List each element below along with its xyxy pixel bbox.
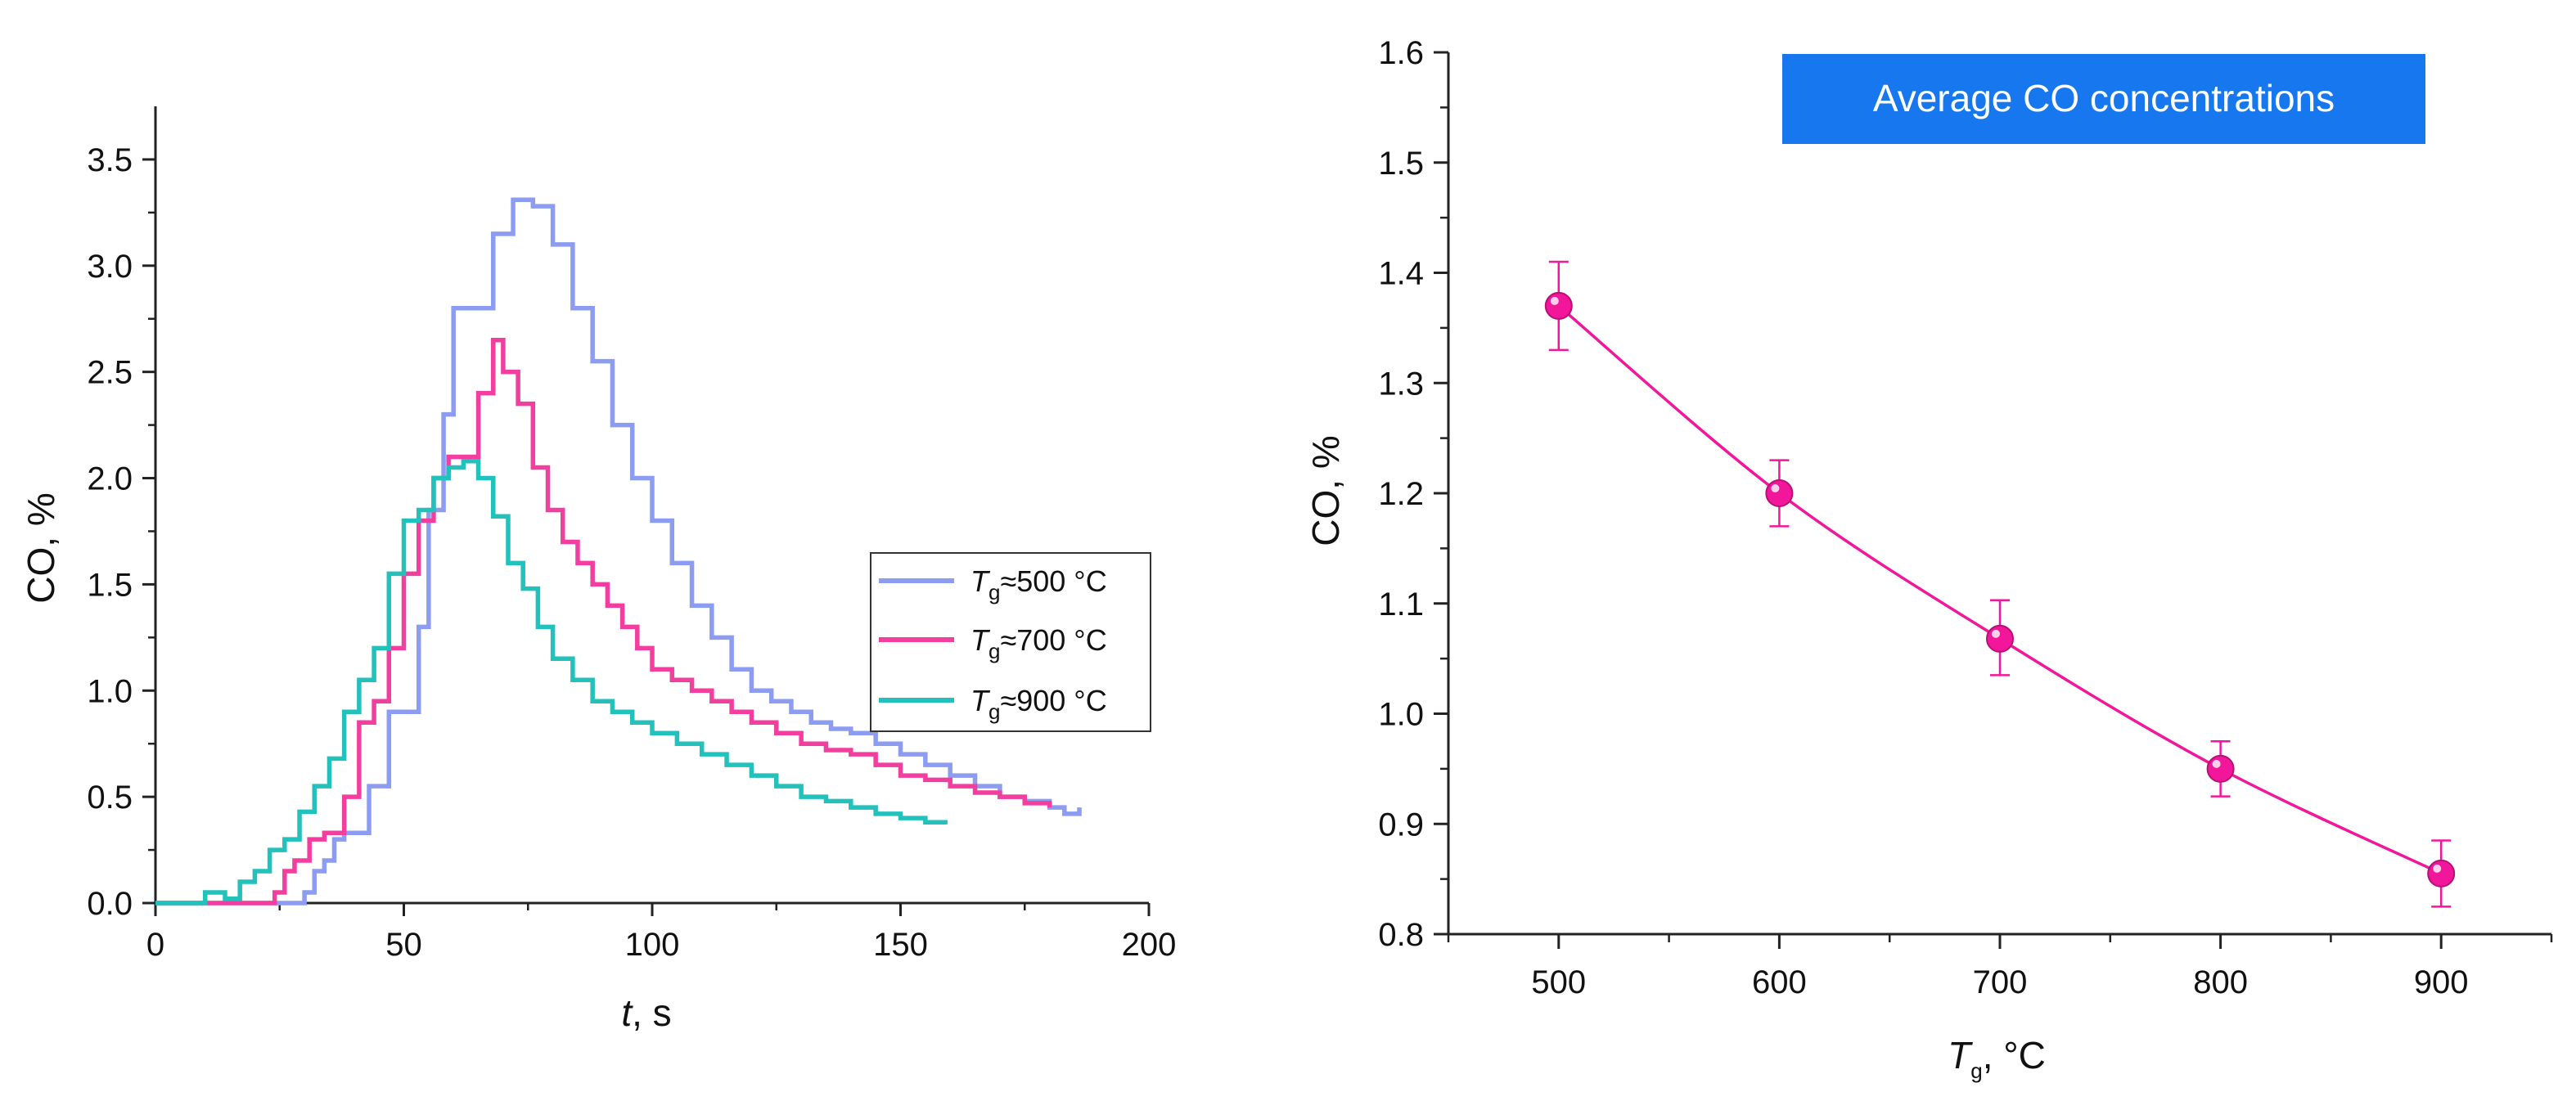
right-y-tick-label: 1.1 [1378,586,1424,622]
co-time-chart: 0 50 100 150 200 0.0 0.5 1.0 1.5 2.0 2.5 3.0 3.5 CO,… [20,106,1176,1034]
legend-var-500: T [971,564,991,598]
average-co-title-box [1782,54,2425,144]
left-x-axis-unit: , s [632,991,672,1034]
data-point-highlight-800 [2212,759,2221,768]
right-x-axis-sub: g [1970,1058,1982,1083]
left-x-tick-label: 200 [1122,927,1177,963]
left-x-axis-label: t, s [621,991,671,1034]
right-y-tick-label: 1.4 [1378,256,1424,292]
legend-sub-500: g [989,580,1000,604]
legend-label-900: Tg≈900 °C [971,684,1107,724]
left-x-tick-label: 50 [385,927,422,963]
right-y-tick-label: 1.3 [1378,366,1424,402]
legend-rest-700: ≈700 °C [1000,623,1106,657]
right-x-axis-unit: , °C [1983,1034,2046,1076]
legend-rest-900: ≈900 °C [1000,684,1106,717]
legend-sub-900: g [989,699,1000,724]
right-x-tick-label: 500 [1531,964,1586,1000]
series-line-500-c [155,197,1082,906]
legend-var-900: T [971,684,991,717]
right-x-tick-label: 600 [1752,964,1807,1000]
left-y-tick-label: 2.0 [87,461,133,497]
right-x-tick-label: 700 [1973,964,2028,1000]
right-x-axis-label: Tg, °C [1948,1034,2046,1083]
left-y-tick-label: 0.0 [87,886,133,922]
legend-label-500: Tg≈500 °C [971,564,1107,604]
data-point-highlight-900 [2433,864,2442,873]
data-point-800 [2206,754,2235,783]
data-point-highlight-600 [1771,484,1780,492]
right-series-group [1544,260,2456,908]
left-y-tick-label: 0.5 [87,780,133,816]
fit-curve [1557,304,2442,875]
data-point-500 [1544,291,1573,320]
left-x-tick-label: 0 [146,927,164,963]
left-y-tick-label: 1.0 [87,673,133,709]
data-point-700 [1986,624,2014,653]
right-y-axis-label: CO, % [1304,435,1347,546]
series-line-900-c [155,459,948,906]
right-y-tick-label: 1.5 [1378,146,1424,182]
right-y-tick-label: 0.8 [1378,917,1424,953]
left-y-tick-label: 2.5 [87,355,133,391]
left-axes [142,106,1151,916]
legend-var-700: T [971,623,991,657]
series-line-700-c [155,337,1052,906]
left-y-axis-label: CO, % [20,492,62,603]
right-y-tick-label: 1.2 [1378,476,1424,512]
legend-label-700: Tg≈700 °C [971,623,1107,663]
data-point-highlight-700 [1992,629,2000,638]
left-x-tick-label: 100 [625,927,680,963]
left-series-group [155,197,1082,906]
right-x-tick-label: 900 [2414,964,2469,1000]
left-y-tick-label: 3.0 [87,249,133,285]
right-y-tick-label: 1.6 [1378,35,1424,71]
data-point-highlight-500 [1550,296,1559,305]
legend-rest-500: ≈500 °C [1000,564,1106,598]
right-y-tick-label: 1.0 [1378,697,1424,733]
left-x-axis-var: t [621,991,633,1034]
legend-sub-700: g [989,639,1000,663]
right-axes [1434,51,2553,949]
left-x-tick-label: 150 [873,927,928,963]
left-legend: Tg≈500 °C Tg≈700 °C Tg≈900 °C [870,552,1151,732]
right-y-tick-label: 0.9 [1378,807,1424,843]
left-y-tick-label: 3.5 [87,142,133,178]
average-co-title: Average CO concentrations [1873,77,2335,119]
left-y-tick-label: 1.5 [87,567,133,603]
data-point-900 [2427,859,2456,888]
right-x-tick-label: 800 [2193,964,2248,1000]
data-point-600 [1765,479,1794,507]
right-x-axis-var: T [1948,1034,1973,1076]
average-co-chart: 500 600 700 800 900 0.8 0.9 1.0 1.1 1.2 1.3 1.4 1.5 1… [1304,35,2553,1083]
left-tick-labels: 0 50 100 150 200 0.0 0.5 1.0 1.5 2.0 2.5 3.0 3.5 [87,142,1176,963]
right-tick-labels: 500 600 700 800 900 0.8 0.9 1.0 1.1 1.2 1.3 1.4 1.5 1… [1378,35,2468,1000]
